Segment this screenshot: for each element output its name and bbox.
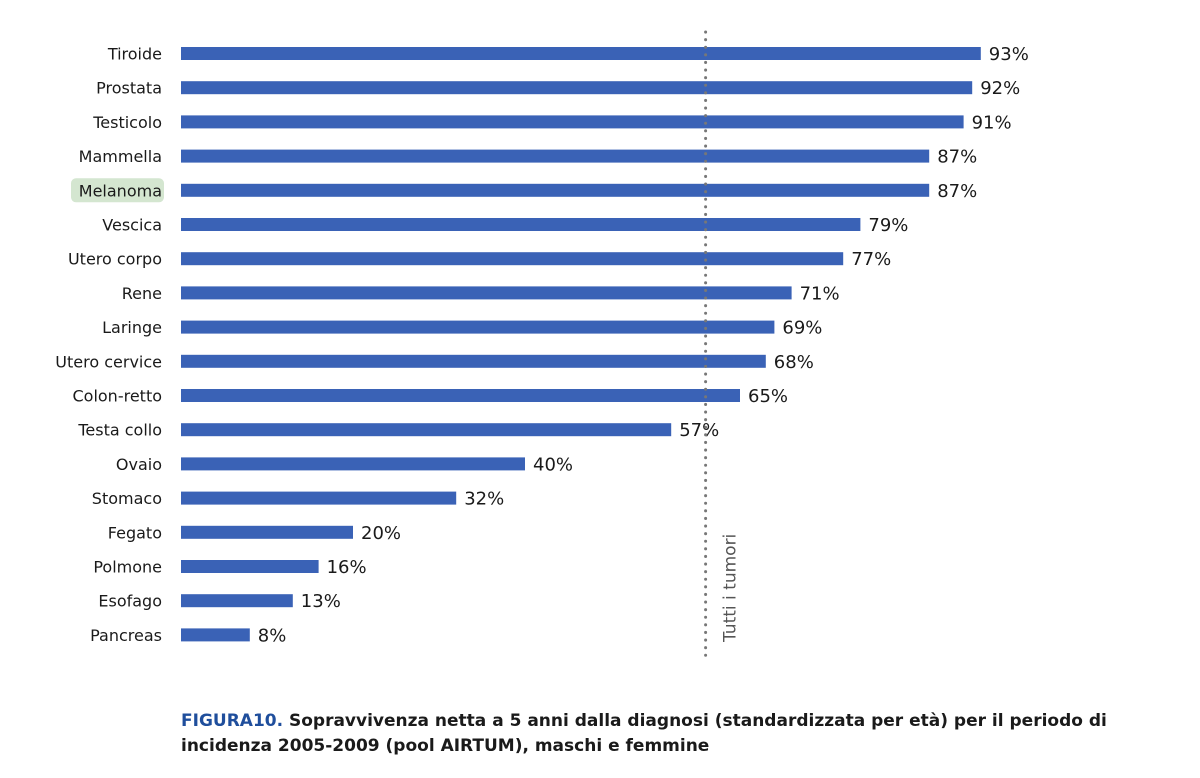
value-label: 87% [937,147,977,168]
bar [181,457,525,471]
category-label: Fegato [108,523,162,542]
bar [181,423,672,437]
category-label: Testicolo [92,113,162,132]
category-label: Esofago [98,592,162,611]
value-label: 40% [533,454,573,475]
value-label: 71% [800,283,840,304]
category-label: Pancreas [90,626,162,645]
bar [181,183,930,197]
value-label: 20% [361,523,401,544]
value-label: 32% [464,489,504,510]
bar [181,320,775,334]
value-label: 8% [258,625,287,646]
category-label: Melanoma [79,181,162,200]
value-label: 13% [301,591,341,612]
category-label: Polmone [93,558,162,577]
bar [181,389,740,402]
bar [181,81,973,95]
category-label: Utero corpo [68,250,162,269]
value-label: 79% [868,215,908,236]
reference-line-label: Tutti i tumori [721,534,741,643]
category-label: Colon-retto [72,387,162,406]
figure-caption: FIGURA10. Sopravvivenza netta a 5 anni d… [181,709,1141,759]
category-label: Mammella [79,147,162,166]
category-label: Stomaco [92,489,162,508]
category-label: Ovaio [116,455,162,474]
bar [181,286,792,300]
bar [181,252,844,266]
value-label: 69% [782,318,822,339]
category-label: Utero cervice [55,352,162,371]
bar [181,354,766,368]
category-label: Laringe [102,318,162,337]
highlight-background [71,178,164,203]
value-label: 16% [327,557,367,578]
bar [181,491,457,505]
bar [181,525,353,539]
value-label: 77% [851,249,891,270]
value-label: 65% [748,386,788,407]
value-label: 68% [774,352,814,373]
category-label: Vescica [102,216,162,235]
value-label: 87% [937,181,977,202]
category-label: Testa collo [77,421,162,440]
bar [181,628,250,642]
bar [181,149,930,163]
bar [181,115,964,129]
figure-number: FIGURA10. [181,711,284,731]
value-label: 92% [980,78,1020,99]
value-label: 91% [972,112,1012,133]
bar-chart: Tiroide 93% Prostata 92% Testicolo 91% Mammell… [55,30,1029,660]
category-label: Tiroide [107,45,162,64]
category-label: Prostata [96,79,162,98]
figure-caption-text: Sopravvivenza netta a 5 anni dalla diagn… [181,711,1107,756]
bar [181,218,861,231]
bar [181,594,293,608]
category-label: Rene [122,284,162,303]
bar [181,560,319,573]
bar [181,47,981,60]
value-label: 93% [989,44,1029,65]
value-label: 57% [679,420,719,441]
